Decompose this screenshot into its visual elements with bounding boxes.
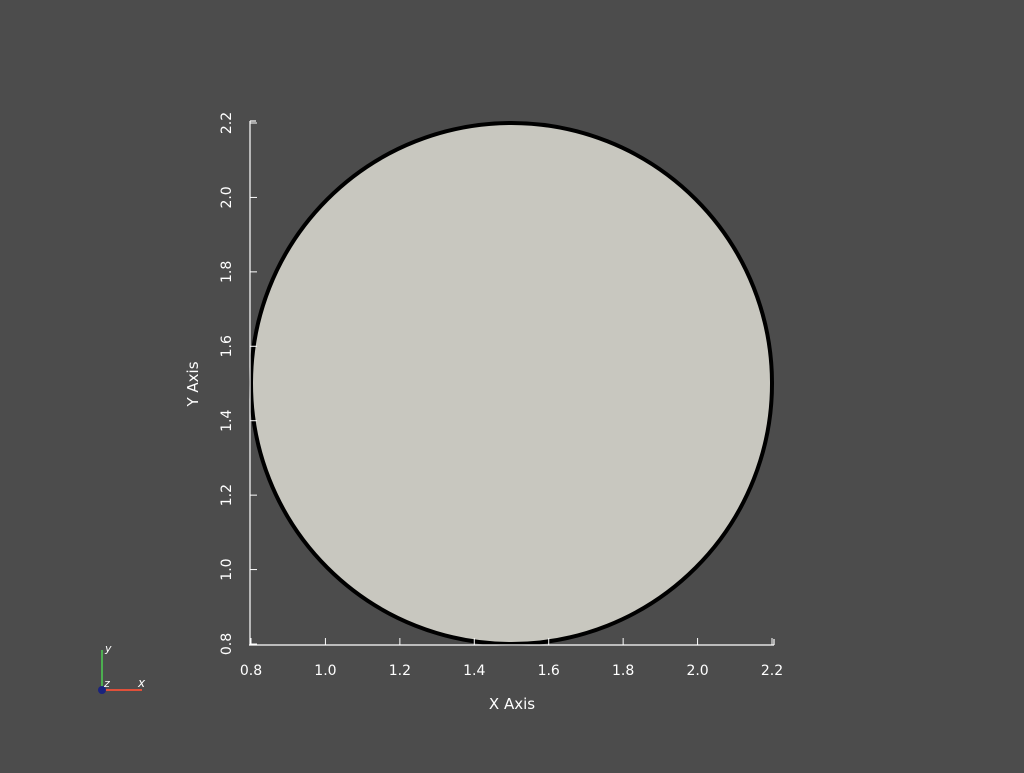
x-tick-label: 2.0 [686,663,708,679]
widget-x-label: x [137,676,146,690]
disk-surface [249,121,774,646]
y-tick-label: 1.0 [219,558,235,580]
y-tick-label: 1.2 [219,484,235,506]
disk-layer [249,121,774,646]
y-tick-label: 0.8 [219,633,235,655]
x-tick-label: 1.2 [389,663,411,679]
y-tick-label: 1.8 [219,261,235,283]
x-axis-title: X Axis [489,695,535,713]
y-tick-label: 1.4 [219,409,235,431]
widget-y-label: y [104,642,112,655]
y-tick-label: 2.0 [219,186,235,208]
y-tick-label: 2.2 [219,112,235,134]
y-tick-label: 1.6 [219,335,235,357]
x-tick-label: 0.8 [240,663,262,679]
x-tick-label: 1.0 [314,663,336,679]
x-tick-label: 2.2 [761,663,783,679]
widget-z-label: z [103,677,110,690]
x-tick-label: 1.6 [538,663,560,679]
orientation-axes-widget: x y z [98,642,146,694]
widget-z-axis-dot [98,686,106,694]
y-axis-title: Y Axis [184,361,202,407]
axes-layer: 0.8 1.0 1.2 1.4 1.6 1.8 2.0 2.2 0.8 1.0 1.2 1.4 1.6 1… [219,112,783,679]
x-tick-label: 1.4 [463,663,485,679]
x-tick-label: 1.8 [612,663,634,679]
